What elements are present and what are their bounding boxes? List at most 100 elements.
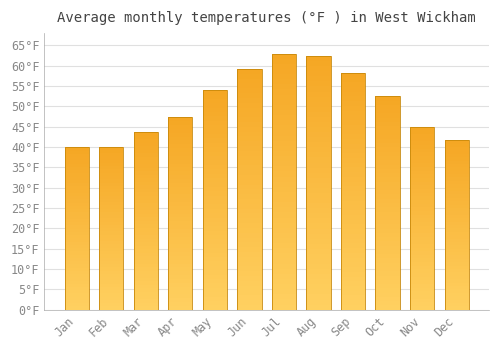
Bar bbox=[272, 304, 296, 310]
Bar bbox=[64, 277, 89, 280]
Bar bbox=[168, 221, 192, 225]
Bar bbox=[306, 279, 330, 284]
Bar bbox=[168, 167, 192, 171]
Bar bbox=[272, 161, 296, 166]
Bar bbox=[134, 253, 158, 257]
Bar bbox=[444, 306, 468, 310]
Bar bbox=[341, 153, 365, 158]
Bar bbox=[376, 105, 400, 109]
Bar bbox=[376, 164, 400, 169]
Bar bbox=[99, 202, 124, 205]
Bar bbox=[168, 302, 192, 306]
Bar bbox=[272, 197, 296, 202]
Bar bbox=[444, 184, 468, 188]
Bar bbox=[376, 306, 400, 310]
Bar bbox=[134, 214, 158, 217]
Bar bbox=[238, 238, 262, 242]
Bar bbox=[410, 295, 434, 299]
Bar bbox=[238, 117, 262, 122]
Bar bbox=[306, 300, 330, 304]
Bar bbox=[134, 189, 158, 192]
Bar bbox=[444, 262, 468, 266]
Bar bbox=[410, 255, 434, 259]
Bar bbox=[238, 223, 262, 228]
Bar bbox=[306, 274, 330, 279]
Bar bbox=[64, 235, 89, 238]
Bar bbox=[64, 297, 89, 300]
Bar bbox=[410, 156, 434, 160]
Bar bbox=[272, 274, 296, 279]
Bar bbox=[203, 270, 227, 275]
Bar bbox=[341, 272, 365, 276]
Bar bbox=[203, 217, 227, 222]
Bar bbox=[99, 307, 124, 310]
Bar bbox=[238, 112, 262, 117]
Bar bbox=[272, 74, 296, 79]
Bar bbox=[376, 160, 400, 164]
Bar bbox=[444, 272, 468, 276]
Bar bbox=[203, 187, 227, 191]
Bar bbox=[203, 147, 227, 152]
Bar bbox=[341, 191, 365, 196]
Bar bbox=[306, 71, 330, 76]
Bar bbox=[272, 166, 296, 172]
Bar bbox=[272, 54, 296, 310]
Bar bbox=[168, 264, 192, 267]
Bar bbox=[134, 249, 158, 253]
Bar bbox=[272, 151, 296, 156]
Bar bbox=[341, 96, 365, 101]
Bar bbox=[341, 120, 365, 125]
Bar bbox=[238, 271, 262, 276]
Bar bbox=[272, 64, 296, 69]
Bar bbox=[444, 225, 468, 228]
Bar bbox=[272, 228, 296, 233]
Bar bbox=[444, 269, 468, 272]
Bar bbox=[306, 269, 330, 274]
Bar bbox=[203, 191, 227, 196]
Bar bbox=[64, 258, 89, 261]
Bar bbox=[410, 127, 434, 131]
Bar bbox=[444, 161, 468, 164]
Bar bbox=[238, 281, 262, 286]
Bar bbox=[376, 246, 400, 250]
Bar bbox=[444, 232, 468, 235]
Bar bbox=[203, 305, 227, 310]
Bar bbox=[203, 160, 227, 165]
Bar bbox=[168, 156, 192, 160]
Bar bbox=[64, 222, 89, 225]
Bar bbox=[203, 226, 227, 231]
Bar bbox=[306, 264, 330, 269]
Bar bbox=[99, 186, 124, 189]
Bar bbox=[134, 171, 158, 175]
Bar bbox=[444, 245, 468, 249]
Bar bbox=[444, 150, 468, 154]
Bar bbox=[64, 274, 89, 277]
Bar bbox=[376, 229, 400, 233]
Bar bbox=[238, 170, 262, 175]
Bar bbox=[134, 203, 158, 206]
Bar bbox=[272, 110, 296, 115]
Bar bbox=[410, 273, 434, 277]
Bar bbox=[272, 120, 296, 125]
Bar bbox=[134, 178, 158, 182]
Bar bbox=[203, 108, 227, 112]
Bar bbox=[341, 106, 365, 111]
Bar bbox=[99, 222, 124, 225]
Bar bbox=[64, 212, 89, 216]
Bar bbox=[64, 241, 89, 245]
Bar bbox=[134, 299, 158, 303]
Bar bbox=[238, 300, 262, 305]
Bar bbox=[168, 214, 192, 217]
Bar bbox=[444, 154, 468, 157]
Bar bbox=[444, 286, 468, 289]
Bar bbox=[134, 139, 158, 143]
Bar bbox=[134, 278, 158, 281]
Bar bbox=[272, 84, 296, 89]
Bar bbox=[203, 275, 227, 279]
Bar bbox=[238, 266, 262, 271]
Bar bbox=[99, 241, 124, 245]
Bar bbox=[376, 267, 400, 271]
Bar bbox=[272, 156, 296, 161]
Bar bbox=[134, 206, 158, 210]
Bar bbox=[410, 204, 434, 207]
